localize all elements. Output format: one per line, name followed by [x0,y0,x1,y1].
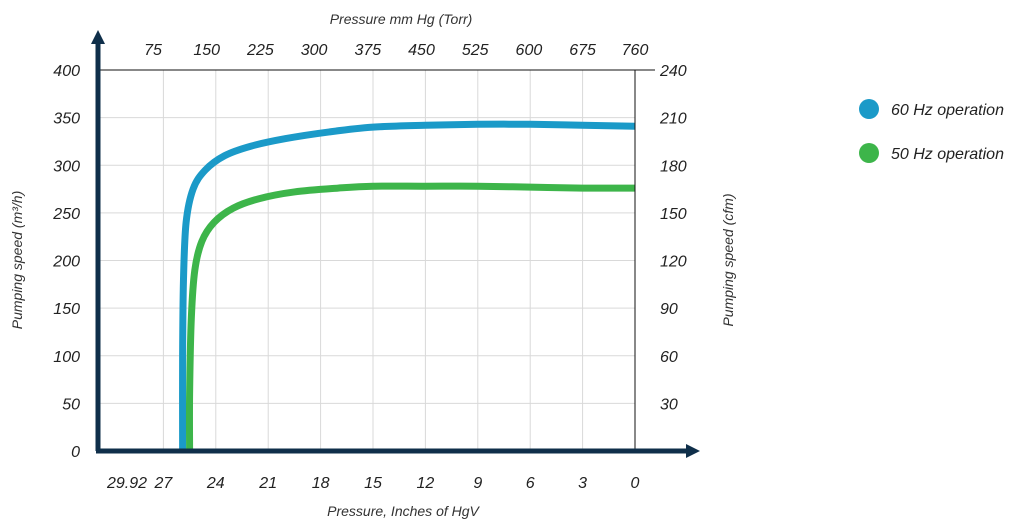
series-line-50hz [185,182,636,452]
legend-label-60hz: 60 Hz operation [891,102,1004,119]
y-tick-left: 50 [62,396,80,413]
x-axis-arrowhead [686,444,700,458]
y-tick-right: 150 [660,206,687,223]
y-tick-left: 300 [53,158,80,175]
x-tick-bottom: 12 [417,475,435,492]
x-tick-top: 225 [246,42,274,59]
x-tick-bottom: 3 [578,475,587,492]
x-tick-top: 150 [193,42,220,59]
x-tick-bottom: 24 [206,475,225,492]
x-tick-top: 450 [408,42,435,59]
x-tick-top: 375 [354,42,381,59]
x-tick-top: 525 [462,42,489,59]
top-axis-title: Pressure mm Hg (Torr) [330,11,473,27]
y-tick-right: 90 [660,301,678,318]
legend-swatch-50hz [859,143,879,163]
y-tick-left: 400 [53,63,80,80]
y-tick-left: 200 [52,254,80,271]
y-tick-right: 60 [660,349,678,366]
x-tick-bottom: 9 [473,475,482,492]
y-tick-left: 150 [53,301,80,318]
y-tick-right: 30 [660,396,678,413]
x-tick-bottom: 21 [258,475,277,492]
x-tick-bottom: 18 [312,475,330,492]
x-tick-bottom: 0 [631,475,640,492]
x-tick-top: 300 [301,42,328,59]
left-axis-title: Pumping speed (m³/h) [9,191,25,330]
x-tick-top: 75 [144,42,162,59]
x-tick-bottom: 15 [364,475,382,492]
x-tick-bottom: 6 [526,475,535,492]
y-tick-left: 0 [71,444,80,461]
x-tick-top: 675 [569,42,596,59]
y-tick-left: 350 [53,111,80,128]
x-tick-bottom: 27 [154,475,174,492]
legend: 60 Hz operation 50 Hz operation [859,99,1004,163]
x-tick-top: 600 [516,42,543,59]
right-axis-title: Pumping speed (cfm) [720,193,736,326]
x-tick-bottom: 29.92 [106,475,147,492]
y-tick-right: 180 [660,158,687,175]
x-tick-top: 760 [622,42,649,59]
y-axis-arrowhead [91,30,105,44]
y-tick-right: 240 [659,63,687,80]
legend-swatch-60hz [859,99,879,119]
bottom-axis-title: Pressure, Inches of HgV [327,503,480,519]
series-line-60hz [179,120,636,452]
y-tick-left: 100 [53,349,80,366]
legend-label-50hz: 50 Hz operation [891,146,1004,163]
series-lines [179,120,636,452]
y-tick-right: 210 [659,111,687,128]
tick-labels: 0501001502002503003504003060901201501802… [52,42,687,492]
y-tick-right: 120 [660,254,687,271]
y-tick-left: 250 [52,206,80,223]
axes [91,30,700,458]
